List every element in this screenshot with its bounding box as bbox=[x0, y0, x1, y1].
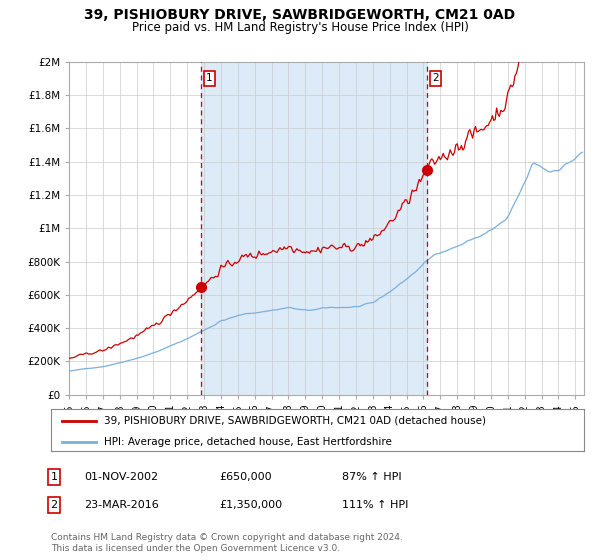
Text: HPI: Average price, detached house, East Hertfordshire: HPI: Average price, detached house, East… bbox=[104, 437, 392, 446]
Text: 1: 1 bbox=[50, 472, 58, 482]
Text: 87% ↑ HPI: 87% ↑ HPI bbox=[342, 472, 401, 482]
Text: 23-MAR-2016: 23-MAR-2016 bbox=[84, 500, 159, 510]
Text: This data is licensed under the Open Government Licence v3.0.: This data is licensed under the Open Gov… bbox=[51, 544, 340, 553]
Text: 111% ↑ HPI: 111% ↑ HPI bbox=[342, 500, 409, 510]
Bar bbox=[201, 62, 427, 395]
Text: 01-NOV-2002: 01-NOV-2002 bbox=[84, 472, 158, 482]
Text: 2: 2 bbox=[432, 73, 439, 83]
Text: Price paid vs. HM Land Registry's House Price Index (HPI): Price paid vs. HM Land Registry's House … bbox=[131, 21, 469, 34]
Text: £1,350,000: £1,350,000 bbox=[219, 500, 282, 510]
Text: 1: 1 bbox=[206, 73, 213, 83]
Text: £650,000: £650,000 bbox=[219, 472, 272, 482]
Text: 39, PISHIOBURY DRIVE, SAWBRIDGEWORTH, CM21 0AD (detached house): 39, PISHIOBURY DRIVE, SAWBRIDGEWORTH, CM… bbox=[104, 416, 486, 426]
Text: Contains HM Land Registry data © Crown copyright and database right 2024.: Contains HM Land Registry data © Crown c… bbox=[51, 533, 403, 542]
Text: 2: 2 bbox=[50, 500, 58, 510]
Text: 39, PISHIOBURY DRIVE, SAWBRIDGEWORTH, CM21 0AD: 39, PISHIOBURY DRIVE, SAWBRIDGEWORTH, CM… bbox=[85, 8, 515, 22]
